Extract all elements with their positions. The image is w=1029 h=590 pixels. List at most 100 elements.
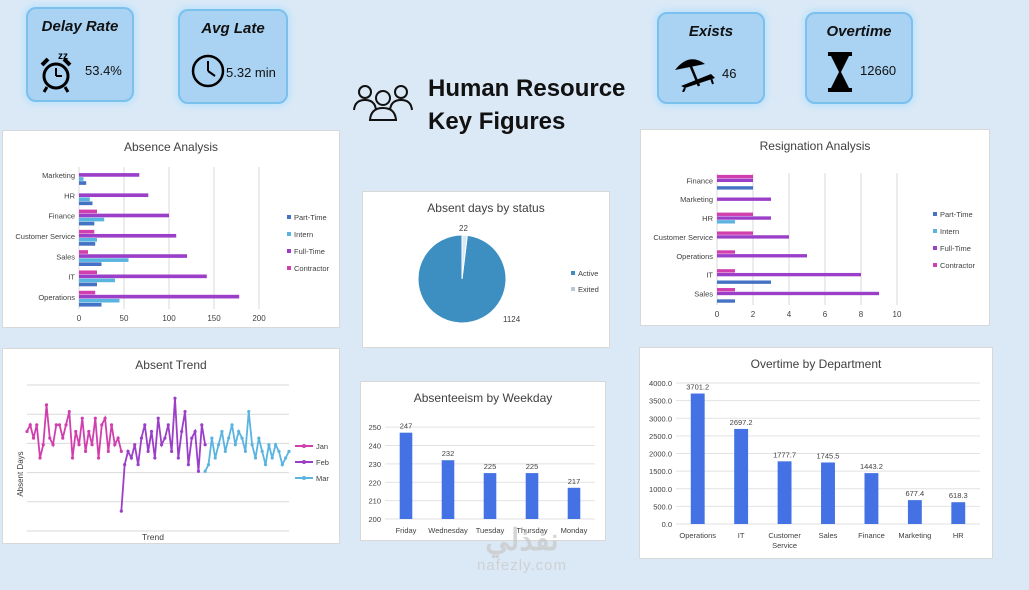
bar <box>79 233 177 238</box>
data-point <box>129 456 133 460</box>
x-tick-label: 6 <box>823 310 828 319</box>
y-tick-label: 0.0 <box>662 520 672 529</box>
data-point <box>163 436 167 440</box>
data-point <box>223 449 227 453</box>
watermark: نفذلي nafezly.com <box>452 525 592 575</box>
overtime-department-chart: 0.0 500.0 1000.0 1500.0 2000.0 2500.0 3000.0 35… <box>649 379 980 550</box>
data-point <box>176 456 180 460</box>
bar <box>717 197 771 201</box>
data-point <box>139 436 144 440</box>
kpi-exists: Exists 46 <box>657 12 765 104</box>
y-tick-label: 230 <box>368 460 381 469</box>
data-point <box>113 443 117 447</box>
x-tick-label: 0 <box>77 314 82 323</box>
bar <box>567 487 581 519</box>
category-label: Friday <box>396 526 417 535</box>
x-tick-label: 200 <box>252 314 266 323</box>
bar <box>79 181 87 185</box>
alarm-clock-icon: zz <box>40 51 72 93</box>
data-point <box>273 443 278 447</box>
legend-label: Intern <box>940 227 959 236</box>
category-label: Marketing <box>680 195 713 204</box>
chart-title: Absent days by status <box>427 201 545 215</box>
data-point <box>126 449 130 453</box>
data-point <box>28 423 32 427</box>
absent-status-chart: 1124 22 Active Exited <box>417 224 599 324</box>
bar <box>821 462 835 524</box>
data-point <box>159 443 164 447</box>
y-tick-label: 4000.0 <box>649 379 672 388</box>
x-tick-label: 4 <box>787 310 792 319</box>
bar <box>717 272 861 277</box>
data-point <box>186 463 190 467</box>
data-point <box>136 463 140 467</box>
bar <box>717 299 735 303</box>
data-point <box>210 436 214 440</box>
legend-label: Feb <box>316 458 329 467</box>
legend-label: Contractor <box>940 261 976 270</box>
data-label: 1124 <box>503 315 521 324</box>
data-point <box>173 396 177 400</box>
category-label: Operations <box>38 293 75 302</box>
bar <box>79 254 187 258</box>
legend-swatch <box>933 246 937 250</box>
bar <box>79 221 95 226</box>
weekday-panel: Absenteeism by Weekday 200 210 220 230 240 25… <box>360 381 606 541</box>
bar <box>79 250 88 254</box>
data-label: 232 <box>442 449 455 458</box>
pie-slice <box>417 234 507 324</box>
legend-swatch <box>571 287 575 291</box>
bar <box>79 229 95 234</box>
bar <box>79 298 120 303</box>
chart-title: Absence Analysis <box>123 140 219 154</box>
data-point <box>277 449 281 453</box>
data-point <box>203 469 207 473</box>
legend-label: Full-Time <box>294 247 325 256</box>
data-point <box>203 443 207 447</box>
data-point <box>25 429 29 434</box>
absent-trend-panel: Absent Trend Absent Days Trend Jan Feb Mar <box>2 348 340 544</box>
data-point <box>237 429 241 434</box>
category-label: Tuesday <box>476 526 505 535</box>
legend-marker <box>302 444 306 448</box>
series-line <box>26 404 123 459</box>
data-label: 1777.7 <box>773 450 796 459</box>
resignation-analysis-panel: Resignation Analysis 0 2 4 6 8 10 Sales IT Opera… <box>640 129 990 326</box>
category-label: Sales <box>56 252 75 261</box>
data-point <box>149 429 154 434</box>
data-point <box>44 403 49 407</box>
x-tick-label: 100 <box>162 314 176 323</box>
data-point <box>267 443 271 447</box>
category-label: HR <box>702 214 713 223</box>
data-point <box>270 456 274 460</box>
data-point <box>116 436 120 440</box>
data-point <box>51 443 55 447</box>
legend-swatch <box>287 249 291 253</box>
data-label: 22 <box>459 224 468 233</box>
kpi-title: Exists <box>688 23 734 40</box>
kpi-overtime: Overtime 12660 <box>805 12 913 104</box>
category-label: Finance <box>48 212 75 221</box>
data-label: 225 <box>484 462 497 471</box>
bar <box>717 178 753 183</box>
bar <box>79 201 93 206</box>
data-point <box>80 416 84 420</box>
bar <box>79 278 115 283</box>
watermark-url: nafezly.com <box>477 557 567 574</box>
bar <box>717 216 771 220</box>
data-point <box>77 443 81 447</box>
bar <box>79 290 96 295</box>
data-point <box>170 449 174 453</box>
bar <box>79 258 129 262</box>
data-point <box>48 436 52 440</box>
data-label: 225 <box>526 462 539 471</box>
data-point <box>180 429 184 434</box>
category-label: Sales <box>694 290 713 299</box>
category-label: IT <box>68 273 75 282</box>
bar <box>907 500 922 524</box>
kpi-value: 5.32 min <box>226 65 276 80</box>
category-label: Marketing <box>42 171 75 180</box>
resignation-analysis-chart: 0 2 4 6 8 10 Sales IT Operations Customer Service… <box>653 173 976 319</box>
legend-label: Jan <box>316 442 328 451</box>
data-point <box>227 436 231 440</box>
